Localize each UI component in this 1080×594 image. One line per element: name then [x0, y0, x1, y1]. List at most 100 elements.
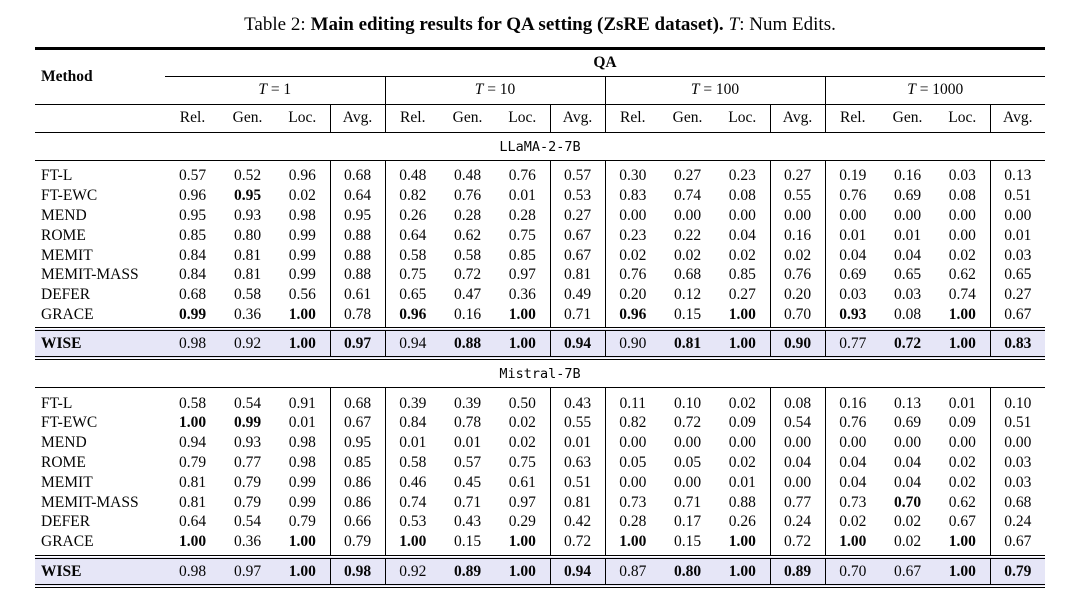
value-cell: 0.02 [508, 434, 536, 452]
value-cell: 0.08 [769, 387, 825, 414]
metric-column-header: Avg. [549, 104, 605, 133]
value-cell: 0.00 [893, 206, 922, 224]
value-cell: 0.72 [673, 414, 702, 432]
value-cell: 0.28 [453, 206, 482, 224]
value-cell: 1.00 [288, 305, 316, 323]
table-row: FT-L 0.57 0.52 0.96 0.68 0.48 0.48 0.76 0.57 0.30… [35, 160, 1045, 186]
value-cell: 0.01 [893, 226, 922, 244]
value-cell: 0.82 [384, 185, 440, 206]
value-cell: 0.00 [989, 432, 1045, 453]
value-cell: 0.88 [329, 264, 385, 285]
value-cell: 0.53 [384, 511, 440, 532]
method-cell: FT-L [41, 394, 73, 412]
value-cell: 1.00 [824, 531, 880, 557]
value-cell: 0.01 [728, 473, 756, 491]
value-cell: 0.12 [673, 286, 702, 304]
value-cell: 0.66 [329, 511, 385, 532]
value-cell: 0.70 [824, 554, 880, 588]
value-cell: 0.04 [824, 472, 880, 493]
value-cell: 0.08 [948, 187, 976, 205]
value-cell: 0.54 [233, 394, 262, 412]
metric-header-spacer [35, 104, 165, 133]
value-cell: 1.00 [288, 533, 316, 551]
value-cell: 0.00 [948, 206, 976, 224]
caption-main-text: Main editing results for QA setting (ZsR… [310, 14, 724, 35]
value-cell: 0.93 [824, 304, 880, 330]
value-cell: 1.00 [508, 305, 536, 323]
value-cell: 0.72 [769, 531, 825, 557]
value-cell: 0.95 [233, 187, 262, 205]
value-cell: 0.96 [384, 304, 440, 330]
value-cell: 0.02 [948, 473, 976, 491]
value-cell: 0.79 [989, 554, 1045, 588]
value-cell: 0.00 [673, 473, 702, 491]
value-cell: 0.98 [165, 554, 220, 588]
value-cell: 0.54 [769, 413, 825, 433]
t-group-header: T = 1 [165, 76, 385, 105]
value-cell: 1.00 [178, 414, 207, 432]
value-cell: 1.00 [935, 327, 990, 361]
value-cell: 0.16 [893, 167, 922, 185]
value-cell: 0.75 [508, 453, 536, 471]
value-cell: 0.16 [453, 305, 482, 323]
value-cell: 0.45 [453, 473, 482, 491]
value-cell: 0.99 [288, 246, 316, 264]
method-cell: FT-EWC [41, 187, 98, 205]
value-cell: 0.76 [824, 185, 880, 206]
value-cell: 0.56 [288, 286, 316, 304]
value-cell: 0.90 [604, 327, 660, 361]
value-cell: 0.91 [288, 394, 316, 412]
value-cell: 0.86 [329, 492, 385, 512]
value-cell: 0.81 [660, 327, 715, 361]
value-cell: 0.65 [989, 264, 1045, 285]
value-cell: 0.67 [549, 245, 605, 265]
value-cell: 0.80 [233, 226, 262, 244]
value-cell: 0.58 [384, 452, 440, 473]
model-section-name: Mistral-7B [35, 358, 1045, 389]
value-cell: 0.67 [880, 554, 935, 588]
value-cell: 0.27 [769, 160, 825, 186]
value-cell: 0.69 [824, 264, 880, 285]
metric-column-header: Rel. [165, 104, 220, 133]
header-row-qa: Method QA [35, 48, 1045, 105]
value-cell: 0.10 [673, 394, 702, 412]
value-cell: 0.68 [989, 492, 1045, 512]
value-cell: 0.00 [673, 206, 702, 224]
value-cell: 0.39 [453, 394, 482, 412]
value-cell: 0.85 [728, 266, 756, 284]
table-row: MEMIT 0.84 0.81 0.99 0.88 0.58 0.58 0.85 0.67 0.0… [35, 245, 1045, 265]
value-cell: 0.99 [288, 266, 316, 284]
value-cell: 0.13 [989, 160, 1045, 186]
t-group-header: T = 10 [384, 76, 605, 105]
value-cell: 0.73 [604, 492, 660, 512]
value-cell: 0.51 [989, 413, 1045, 433]
value-cell: 0.15 [673, 305, 702, 323]
value-cell: 0.03 [989, 472, 1045, 493]
table-row: MEND 0.94 0.93 0.98 0.95 0.01 0.01 0.02 0.01 0.00… [35, 432, 1045, 453]
method-cell: ROME [41, 226, 86, 244]
header-row-metrics: Rel. Gen. Loc. Avg. Rel. Gen. Loc. Avg. Rel. Gen.… [35, 104, 1045, 133]
value-cell: 0.01 [948, 394, 976, 412]
value-cell: 0.02 [893, 533, 922, 551]
value-cell: 0.05 [673, 453, 702, 471]
method-cell: MEMIT-MASS [41, 493, 139, 511]
value-cell: 0.84 [384, 413, 440, 433]
value-cell: 0.81 [178, 473, 207, 491]
value-cell: 0.03 [989, 452, 1045, 473]
value-cell: 0.02 [824, 511, 880, 532]
value-cell: 0.77 [769, 492, 825, 512]
method-cell: FT-L [41, 167, 73, 185]
value-cell: 0.76 [508, 167, 536, 185]
value-cell: 0.16 [824, 387, 880, 414]
table-row: WISE 0.98 0.97 1.00 0.98 0.92 0.89 1.00 0.94 0.87… [35, 554, 1045, 588]
metric-column-header: Rel. [384, 104, 440, 133]
value-cell: 0.83 [604, 185, 660, 206]
value-cell: 0.85 [329, 452, 385, 473]
value-cell: 1.00 [495, 327, 550, 361]
method-cell: FT-EWC [41, 414, 98, 432]
value-cell: 0.81 [549, 492, 605, 512]
value-cell: 0.88 [329, 245, 385, 265]
value-cell: 1.00 [275, 554, 330, 588]
value-cell: 0.01 [549, 432, 605, 453]
value-cell: 0.77 [824, 327, 880, 361]
